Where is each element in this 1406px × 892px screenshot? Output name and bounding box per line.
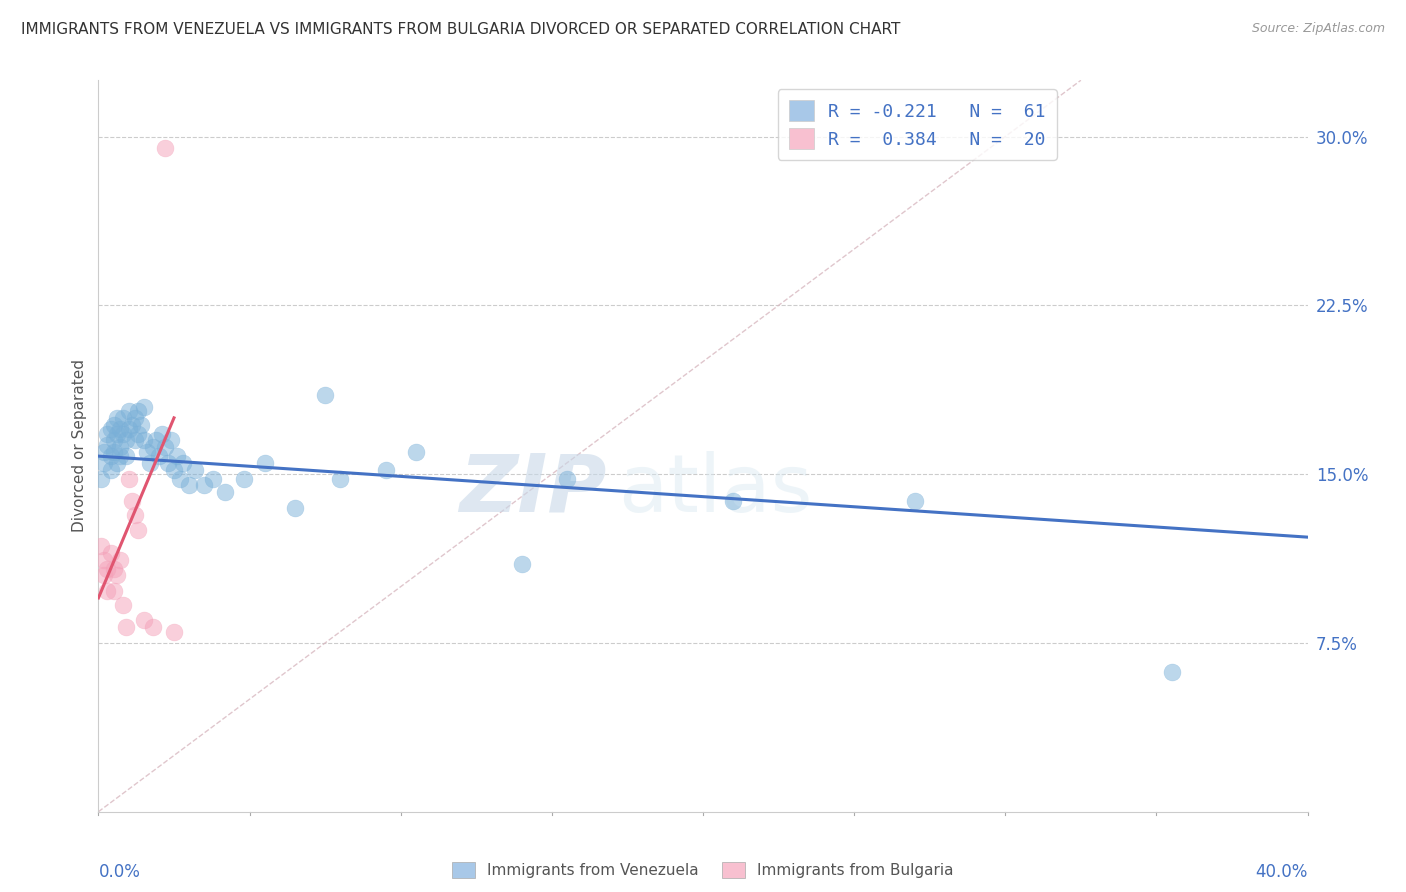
Point xyxy=(90,472,112,486)
Point xyxy=(100,462,122,476)
Text: ZIP: ZIP xyxy=(458,450,606,529)
Point xyxy=(179,478,201,492)
Point xyxy=(214,485,236,500)
Point xyxy=(96,584,118,599)
Point xyxy=(1160,665,1182,680)
Point xyxy=(108,440,131,454)
Point xyxy=(90,539,112,553)
Text: 0.0%: 0.0% xyxy=(98,863,141,881)
Point xyxy=(150,426,173,441)
Point xyxy=(100,449,122,463)
Point xyxy=(111,410,134,425)
Point xyxy=(118,404,141,418)
Point xyxy=(232,472,254,486)
Point xyxy=(121,494,143,508)
Point xyxy=(166,449,188,463)
Point xyxy=(105,568,128,582)
Point xyxy=(96,562,118,576)
Point xyxy=(108,552,131,566)
Point xyxy=(103,562,125,576)
Point xyxy=(555,472,578,486)
Point xyxy=(114,449,136,463)
Point xyxy=(127,426,149,441)
Point xyxy=(284,500,307,515)
Point xyxy=(374,462,396,476)
Point xyxy=(153,141,176,155)
Point xyxy=(93,568,115,582)
Point xyxy=(153,440,176,454)
Point xyxy=(124,434,146,448)
Point xyxy=(145,434,167,448)
Point xyxy=(100,422,122,436)
Point xyxy=(118,422,141,436)
Point xyxy=(202,472,225,486)
Point xyxy=(904,494,927,508)
Point xyxy=(127,524,149,538)
Legend: R = -0.221   N =  61, R =  0.384   N =  20: R = -0.221 N = 61, R = 0.384 N = 20 xyxy=(778,89,1057,160)
Point xyxy=(142,440,165,454)
Point xyxy=(127,404,149,418)
Point xyxy=(96,426,118,441)
Point xyxy=(105,410,128,425)
Y-axis label: Divorced or Separated: Divorced or Separated xyxy=(72,359,87,533)
Point xyxy=(103,417,125,432)
Point xyxy=(93,444,115,458)
Point xyxy=(135,444,157,458)
Point xyxy=(723,494,745,508)
Point xyxy=(121,417,143,432)
Text: Source: ZipAtlas.com: Source: ZipAtlas.com xyxy=(1251,22,1385,36)
Text: 40.0%: 40.0% xyxy=(1256,863,1308,881)
Point xyxy=(253,456,276,470)
Point xyxy=(169,472,191,486)
Point xyxy=(172,456,194,470)
Point xyxy=(108,449,131,463)
Point xyxy=(96,438,118,452)
Point xyxy=(314,388,336,402)
Point xyxy=(103,444,125,458)
Point xyxy=(105,426,128,441)
Point xyxy=(139,456,162,470)
Point xyxy=(142,620,165,634)
Point xyxy=(132,614,155,628)
Point xyxy=(111,426,134,441)
Point xyxy=(93,552,115,566)
Point xyxy=(163,462,186,476)
Point xyxy=(132,400,155,414)
Point xyxy=(114,434,136,448)
Point xyxy=(193,478,215,492)
Point xyxy=(93,456,115,470)
Point xyxy=(100,546,122,560)
Point xyxy=(160,434,183,448)
Point xyxy=(329,472,352,486)
Point xyxy=(510,557,533,571)
Text: atlas: atlas xyxy=(619,450,813,529)
Point xyxy=(132,434,155,448)
Point xyxy=(118,472,141,486)
Point xyxy=(108,422,131,436)
Point xyxy=(148,449,170,463)
Point xyxy=(163,624,186,639)
Point xyxy=(124,508,146,522)
Point xyxy=(129,417,152,432)
Point xyxy=(124,410,146,425)
Point xyxy=(114,620,136,634)
Point xyxy=(103,434,125,448)
Point xyxy=(156,456,179,470)
Legend: Immigrants from Venezuela, Immigrants from Bulgaria: Immigrants from Venezuela, Immigrants fr… xyxy=(446,856,960,884)
Point xyxy=(103,584,125,599)
Text: IMMIGRANTS FROM VENEZUELA VS IMMIGRANTS FROM BULGARIA DIVORCED OR SEPARATED CORR: IMMIGRANTS FROM VENEZUELA VS IMMIGRANTS … xyxy=(21,22,900,37)
Point xyxy=(184,462,207,476)
Point xyxy=(111,598,134,612)
Point xyxy=(405,444,427,458)
Point xyxy=(105,456,128,470)
